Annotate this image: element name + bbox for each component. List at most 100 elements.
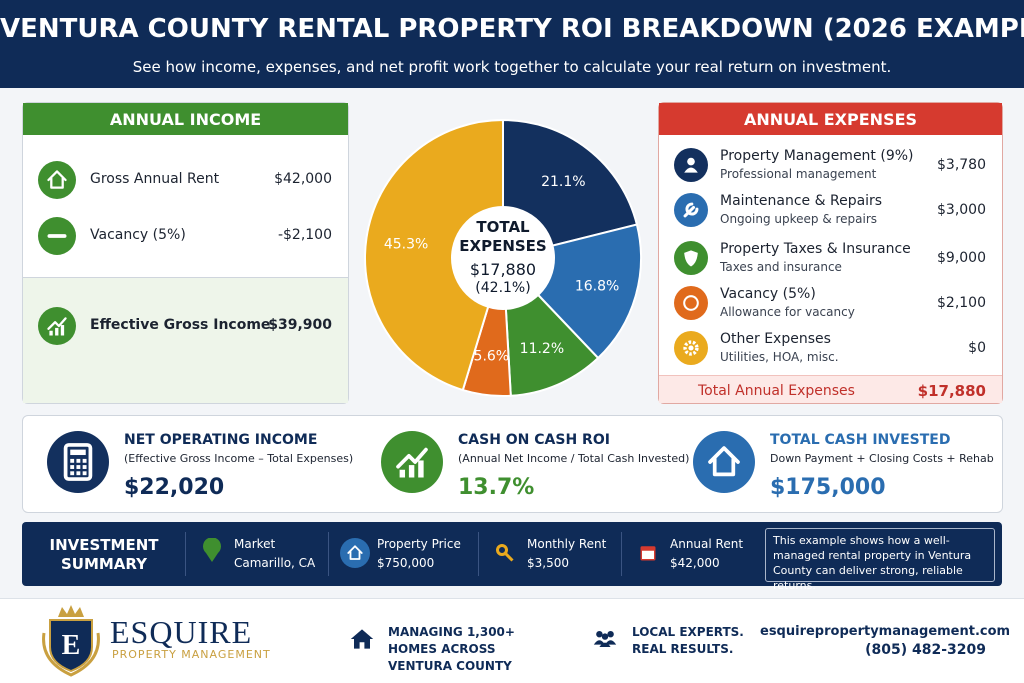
header-title: VENTURA COUNTY RENTAL PROPERTY ROI BREAK… [0, 14, 1024, 44]
summary-note: This example shows how a well-managed re… [765, 528, 995, 592]
expense-value: $3,780 [937, 157, 986, 173]
expense-title: Property Taxes & Insurance [720, 241, 911, 257]
icon [674, 193, 708, 227]
glyph [49, 330, 53, 336]
footer-bar [0, 598, 1024, 683]
expense-title: Property Management (9%) [720, 148, 914, 164]
summary-value: $750,000 [377, 556, 435, 570]
icon [47, 431, 109, 493]
slice-label: 16.8% [575, 278, 619, 294]
income-value: $42,000 [274, 171, 332, 187]
income-label: Gross Annual Rent [90, 171, 220, 187]
footer-motto: LOCAL EXPERTS. REAL RESULTS. [632, 625, 744, 656]
metrics-panel [22, 415, 1003, 513]
glyph [203, 538, 221, 562]
icon [674, 331, 708, 365]
glyph [55, 327, 59, 336]
glyph [82, 458, 87, 463]
icon [640, 546, 656, 561]
pie-center-percent: (42.1%) [475, 280, 531, 296]
footer-brand: ESQUIRE [110, 614, 253, 650]
income-total-label: Effective Gross Income [90, 317, 271, 333]
glyph [399, 469, 406, 478]
summary-label: Market [234, 537, 276, 551]
summary-value: Camarillo, CA [234, 556, 316, 570]
metric-title: NET OPERATING INCOME [124, 432, 318, 448]
metric-value: $175,000 [770, 475, 886, 500]
expense-value: $3,000 [937, 202, 986, 218]
header-bar [0, 0, 1024, 88]
glyph [605, 640, 617, 645]
glyph [593, 640, 605, 645]
icon-circle [693, 431, 755, 493]
expense-title: Maintenance & Repairs [720, 193, 883, 209]
income-label: Vacancy (5%) [90, 227, 186, 243]
crest-laurel [42, 632, 100, 677]
expense-value: $9,000 [937, 250, 986, 266]
glyph [607, 631, 614, 638]
expenses-panel [658, 102, 1003, 404]
expense-subtitle: Utilities, HOA, misc. [720, 350, 839, 364]
icon [593, 631, 617, 647]
summary-divider [185, 532, 186, 576]
icon-circle [340, 538, 370, 568]
expense-value: $2,100 [937, 295, 986, 311]
glyph [70, 458, 75, 463]
glyph [601, 633, 609, 640]
icon [674, 148, 708, 182]
expense-subtitle: Allowance for vacancy [720, 305, 855, 319]
footer-tagline: PROPERTY MANAGEMENT [112, 648, 271, 661]
glyph [347, 545, 363, 560]
icon-circle [38, 307, 76, 345]
expenses-total-bg [659, 375, 1002, 403]
glyph [47, 170, 67, 189]
icon [340, 538, 370, 568]
metric-value: 13.7% [458, 475, 535, 500]
icon [674, 286, 708, 320]
glyph [418, 460, 424, 478]
metric-value: $22,020 [124, 475, 225, 500]
crest-shield [49, 619, 93, 673]
glyph [76, 458, 81, 463]
icon [350, 629, 374, 649]
glyph [496, 544, 508, 556]
metric-subtitle: Down Payment + Closing Costs + Rehab [770, 452, 994, 465]
expenses-header-bar [659, 103, 1002, 135]
expenses-total-label: Total Annual Expenses [698, 383, 855, 399]
summary-value: $42,000 [670, 556, 720, 570]
expense-value: $0 [968, 340, 986, 356]
glyph [82, 465, 87, 469]
glyph [408, 465, 415, 478]
pie-center-value: $17,880 [469, 260, 537, 279]
metric-title: TOTAL CASH INVESTED [770, 432, 951, 448]
income-total-bg [23, 277, 348, 403]
glyph [503, 551, 514, 562]
icon [38, 217, 76, 255]
income-title: ANNUAL INCOME [109, 110, 262, 129]
icon [496, 544, 514, 562]
glyph [708, 446, 740, 477]
income-value: -$2,100 [277, 227, 332, 243]
footer-website: esquirepropertymanagement.com [760, 624, 1011, 639]
summary-label: Annual Rent [670, 537, 744, 551]
icon [38, 161, 76, 199]
expense-subtitle: Ongoing upkeep & repairs [720, 212, 878, 226]
glyph [642, 550, 654, 559]
summary-title: INVESTMENT SUMMARY [49, 536, 159, 573]
income-header-bar [23, 103, 348, 135]
icon-circle [674, 286, 708, 320]
slice-label: 11.2% [520, 341, 564, 357]
income-total-value: $39,900 [268, 317, 332, 333]
pie-center [451, 206, 555, 310]
pie-slice [364, 118, 504, 392]
icon-circle [38, 161, 76, 199]
slice-label: 45.3% [384, 237, 428, 253]
metric-subtitle: (Annual Net Income / Total Cash Invested… [458, 452, 690, 465]
glyph [70, 449, 86, 456]
footer-stat: MANAGING 1,300+ HOMES ACROSS VENTURA COU… [388, 625, 515, 673]
summary-value: $3,500 [527, 556, 569, 570]
metric-subtitle: (Effective Gross Income – Total Expenses… [124, 452, 354, 465]
glyph [683, 295, 699, 311]
icon [381, 431, 443, 493]
